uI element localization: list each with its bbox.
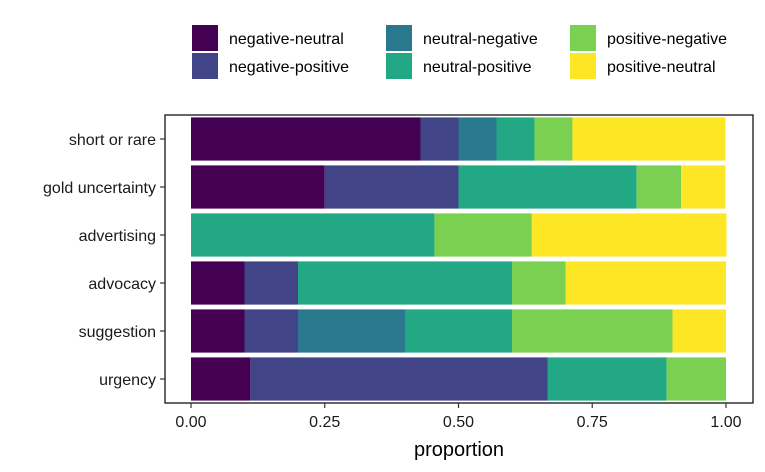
bar-segment-neutral-positive bbox=[191, 213, 435, 257]
bar-segment-positive-neutral bbox=[531, 213, 727, 257]
bars bbox=[191, 117, 727, 401]
bar-segment-neutral-positive bbox=[405, 309, 512, 353]
bar-segment-positive-neutral bbox=[565, 261, 726, 305]
y-tick-label: urgency bbox=[99, 372, 156, 389]
legend-item-positive-neutral: positive-neutral bbox=[570, 53, 716, 79]
legend-key bbox=[192, 25, 218, 51]
x-tick-label: 1.00 bbox=[710, 414, 741, 431]
bar-segment-negative-neutral bbox=[191, 261, 245, 305]
bar-segment-positive-negative bbox=[636, 165, 682, 209]
legend-key bbox=[570, 53, 596, 79]
bar-segment-negative-neutral bbox=[191, 117, 421, 161]
bar-segment-neutral-positive bbox=[298, 261, 512, 305]
bar-segment-positive-negative bbox=[434, 213, 532, 257]
legend-key bbox=[570, 25, 596, 51]
bar-segment-positive-neutral bbox=[572, 117, 726, 161]
x-tick-label: 0.50 bbox=[443, 414, 474, 431]
bar-segment-positive-neutral bbox=[672, 309, 726, 353]
bar-segment-neutral-positive bbox=[547, 357, 667, 401]
legend-label: neutral-negative bbox=[423, 31, 538, 48]
y-tick-label: short or rare bbox=[69, 132, 156, 149]
legend-label: positive-negative bbox=[607, 31, 727, 48]
legend-key bbox=[192, 53, 218, 79]
bar-segment-negative-positive bbox=[324, 165, 459, 209]
legend: negative-neutral negative-positive neutral… bbox=[192, 25, 727, 79]
bar-segment-positive-negative bbox=[534, 117, 573, 161]
bar-segment-negative-neutral bbox=[191, 309, 245, 353]
bar-segment-neutral-positive bbox=[458, 165, 637, 209]
bar-segment-neutral-negative bbox=[298, 309, 405, 353]
x-axis: 0.00 0.25 0.50 0.75 1.00 bbox=[175, 403, 742, 431]
legend-item-positive-negative: positive-negative bbox=[570, 25, 727, 51]
bar-segment-positive-negative bbox=[512, 261, 566, 305]
legend-label: neutral-positive bbox=[423, 59, 532, 76]
legend-key bbox=[386, 25, 412, 51]
bar-segment-negative-positive bbox=[250, 357, 548, 401]
x-tick-label: 0.25 bbox=[309, 414, 340, 431]
legend-label: negative-positive bbox=[229, 59, 349, 76]
bar-segment-neutral-negative bbox=[458, 117, 497, 161]
legend-item-neutral-positive: neutral-positive bbox=[386, 53, 532, 79]
y-tick-label: advertising bbox=[79, 228, 156, 245]
legend-label: positive-neutral bbox=[607, 59, 716, 76]
bar-segment-negative-positive bbox=[420, 117, 459, 161]
y-tick-label: suggestion bbox=[79, 324, 156, 341]
x-axis-title: proportion bbox=[414, 439, 504, 461]
y-tick-label: gold uncertainty bbox=[43, 180, 156, 197]
y-axis: short or rare gold uncertainty advertising… bbox=[43, 132, 165, 389]
legend-item-negative-positive: negative-positive bbox=[192, 53, 349, 79]
bar-segment-negative-positive bbox=[244, 261, 298, 305]
bar-segment-neutral-positive bbox=[496, 117, 535, 161]
x-tick-label: 0.75 bbox=[577, 414, 608, 431]
y-tick-label: advocacy bbox=[88, 276, 156, 293]
bar-segment-negative-neutral bbox=[191, 165, 325, 209]
x-tick-label: 0.00 bbox=[175, 414, 206, 431]
bar-segment-negative-positive bbox=[244, 309, 298, 353]
legend-label: negative-neutral bbox=[229, 31, 344, 48]
bar-segment-positive-neutral bbox=[681, 165, 726, 209]
bar-segment-positive-negative bbox=[512, 309, 673, 353]
legend-item-negative-neutral: negative-neutral bbox=[192, 25, 344, 51]
bar-segment-positive-negative bbox=[666, 357, 726, 401]
legend-item-neutral-negative: neutral-negative bbox=[386, 25, 538, 51]
bar-segment-negative-neutral bbox=[191, 357, 251, 401]
legend-key bbox=[386, 53, 412, 79]
